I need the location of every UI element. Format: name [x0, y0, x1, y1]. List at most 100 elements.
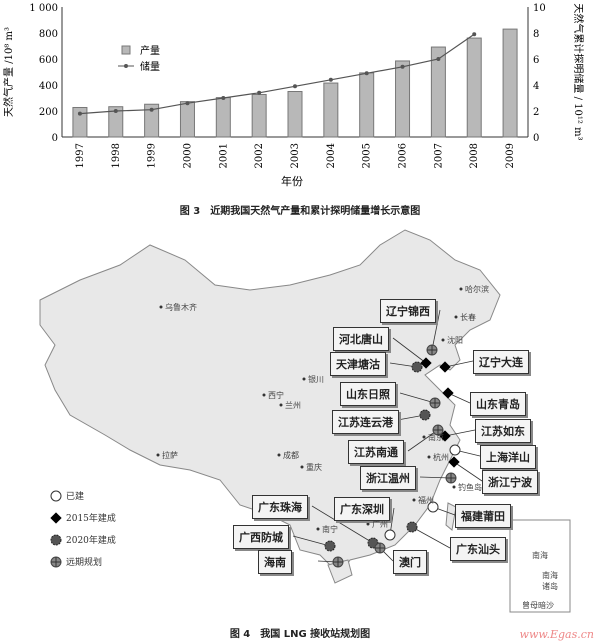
bar-2000	[179, 101, 195, 138]
legend-diamond-icon	[50, 512, 62, 524]
reserve-point-2003	[293, 84, 297, 89]
y2-tick-label: 4	[533, 81, 539, 92]
leader-line	[407, 429, 439, 452]
city-label: 南宁	[322, 525, 338, 534]
station-cross	[427, 345, 437, 355]
leader-line	[444, 360, 474, 368]
watermark: www.Egas.cn	[519, 628, 594, 641]
leader-line	[392, 337, 427, 364]
x-tick-label: 2002	[254, 143, 265, 168]
city-label: 拉萨	[162, 451, 178, 460]
city-dot	[412, 498, 416, 502]
station-label: 河北唐山	[333, 327, 389, 351]
chart-figure-3: 0 200 400 600 800 1 000 0 2 4 6 8 10 1997 1998 1999 200…	[2, 3, 585, 188]
city-dot	[454, 315, 458, 319]
station-diamond-icon	[420, 357, 432, 369]
city-dot	[300, 465, 304, 469]
y-axis-title: 天然气产量 /10⁸ m³	[2, 27, 15, 117]
city-dot	[277, 453, 281, 457]
city-label: 钓鱼岛	[458, 483, 482, 492]
station-cross	[433, 425, 443, 435]
bar-1997	[72, 106, 88, 138]
station-label: 辽宁锦西	[380, 299, 436, 323]
station-label: 江苏南通	[348, 440, 404, 464]
station-label: 澳门	[393, 550, 427, 574]
x-tick-label: 2004	[326, 143, 337, 168]
leader-line	[453, 461, 483, 482]
city-dot	[366, 522, 370, 526]
station-label: 山东青岛	[470, 392, 526, 416]
y2-axis-title: 天然气累计探明储量 / 10¹² m³	[572, 3, 585, 140]
city-label: 乌鲁木齐	[165, 303, 197, 312]
reserve-point-2002	[257, 90, 262, 95]
leader-line	[399, 392, 436, 404]
station-label: 天津塘沽	[330, 352, 386, 376]
inset-label: 曾母暗沙	[522, 601, 554, 610]
legend-built-icon	[50, 490, 62, 502]
city-label: 长春	[460, 313, 476, 322]
south-sea-inset	[509, 519, 571, 613]
city-dot	[159, 305, 163, 309]
station-diamond-icon	[448, 456, 460, 468]
city-label: 沈阳	[447, 336, 463, 345]
city-label: 银川	[308, 375, 324, 384]
y-tick-label: 400	[39, 81, 58, 92]
city-label: 西宁	[268, 391, 284, 400]
y-tick-label: 800	[39, 29, 58, 40]
x-tick-label: 2001	[218, 143, 229, 168]
reserve-point-1997	[77, 111, 82, 116]
bar-2002	[251, 93, 267, 138]
city-label: 重庆	[306, 463, 322, 472]
legend-bar-label: 产量	[140, 44, 160, 57]
reserve-point-2008	[472, 32, 477, 37]
y-tick-label: 600	[39, 55, 58, 66]
station-diamond-icon	[442, 387, 454, 399]
y2-tick-label: 10	[533, 3, 546, 14]
bar-2007	[430, 46, 446, 138]
station-label: 山东日照	[340, 382, 396, 406]
y2-tick-label: 0	[533, 133, 539, 144]
station-label: 浙江温州	[360, 466, 416, 490]
station-label: 广东珠海	[252, 495, 308, 519]
city-dot	[459, 287, 463, 291]
x-tick-label: 1997	[75, 143, 86, 168]
station-label: 广东深圳	[334, 497, 390, 521]
y2-tick-label: 2	[533, 107, 539, 118]
station-gear-icon	[419, 409, 431, 421]
legend-gear-icon	[50, 534, 62, 546]
x-tick-label: 2008	[469, 143, 480, 168]
legend-label: 已建	[66, 492, 85, 502]
leader-line	[311, 505, 374, 544]
city-dot	[262, 393, 266, 397]
reserve-point-1998	[113, 109, 118, 113]
figure-4-caption: 图 4 我国 LNG 接收站规划图	[229, 629, 371, 640]
station-label: 浙江宁波	[482, 470, 538, 494]
station-label: 海南	[258, 550, 292, 574]
bar-2003	[287, 91, 303, 138]
bar-2005	[359, 72, 375, 138]
city-dot	[441, 338, 445, 342]
x-tick-label: 2005	[362, 143, 373, 168]
station-cross	[446, 473, 456, 483]
legend-line-marker	[124, 64, 128, 68]
reserve-point-2007	[436, 57, 441, 61]
station-label: 辽宁大连	[473, 350, 529, 374]
reserve-point-2005	[364, 71, 369, 76]
reserve-point-1999	[149, 107, 154, 112]
x-tick-label: 2006	[398, 143, 409, 168]
city-dot	[316, 527, 320, 531]
station-cross	[430, 398, 440, 408]
reserve-line	[79, 33, 475, 115]
city-label: 成都	[283, 451, 299, 460]
city-label: 杭州	[433, 453, 449, 462]
city-dot	[422, 435, 426, 439]
station-gear-icon	[411, 361, 423, 373]
y-tick-label: 0	[52, 133, 58, 144]
legend-line-label: 储量	[140, 60, 160, 73]
station-label: 上海洋山	[480, 445, 536, 469]
y2-tick-label: 6	[533, 55, 539, 66]
city-label: 南京	[428, 433, 444, 442]
city-dot	[302, 377, 306, 381]
y-tick-label: 1 000	[29, 3, 58, 14]
